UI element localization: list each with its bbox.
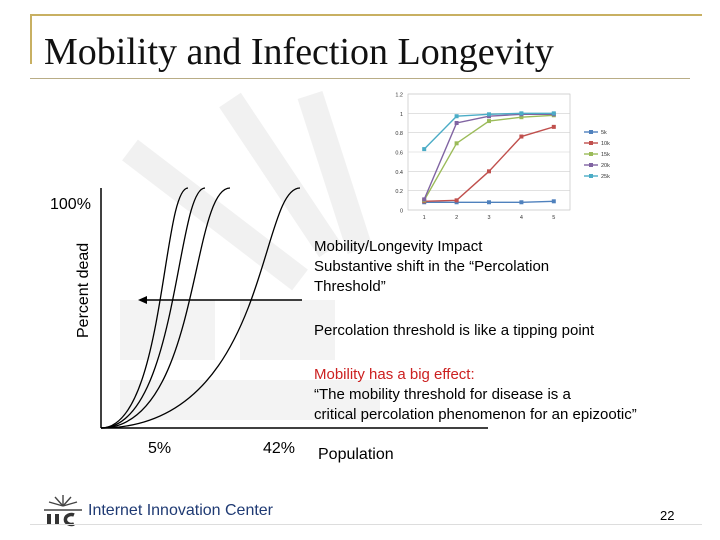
- inset-legend-label: 25k: [601, 174, 610, 180]
- tipping-point-text: Percolation threshold is like a tipping …: [314, 322, 595, 339]
- inset-data-point: [551, 199, 556, 204]
- inset-data-point: [422, 147, 427, 152]
- inset-data-point: [551, 124, 556, 129]
- title-underline: [30, 78, 690, 79]
- inset-data-point: [551, 111, 556, 116]
- y-axis-label: Percent dead: [75, 242, 92, 338]
- inset-y-tick-label: 0.6: [395, 151, 403, 157]
- inset-x-tick-label: 1: [423, 215, 426, 221]
- inset-legend-label: 15k: [601, 152, 610, 158]
- sigmoid-curve-4: [100, 187, 301, 429]
- inset-legend-label: 5k: [601, 130, 607, 136]
- inset-y-tick-label: 0: [400, 209, 403, 215]
- inset-data-point: [454, 114, 459, 119]
- inset-data-point: [519, 200, 524, 205]
- page-number: 22: [660, 508, 675, 523]
- inset-y-tick-label: 1: [400, 112, 403, 118]
- quote-line-2: critical percolation phenomenon for an e…: [314, 406, 637, 423]
- sigmoid-curve-2: [100, 187, 206, 429]
- inset-legend-marker: [589, 174, 593, 178]
- inset-x-tick-label: 4: [520, 215, 523, 221]
- inset-data-point: [487, 200, 491, 205]
- inset-data-point: [487, 169, 491, 174]
- bottom-rule: [30, 524, 702, 525]
- inset-data-point: [487, 112, 491, 117]
- sigmoid-curve-1: [100, 187, 189, 429]
- inset-legend-label: 20k: [601, 163, 610, 169]
- impact-line-2: Threshold”: [314, 278, 386, 295]
- inset-x-tick-label: 2: [455, 215, 458, 221]
- quote-line-1: “The mobility threshold for disease is a: [314, 386, 571, 403]
- inset-legend-label: 10k: [601, 141, 610, 147]
- inset-legend-marker: [589, 163, 593, 167]
- inset-y-tick-label: 1.2: [395, 93, 403, 99]
- inset-data-point: [519, 115, 524, 120]
- inset-legend-marker: [589, 141, 593, 145]
- inset-line-chart: 0 0.2 0.4 0.6 0.8 1 1.2 1 2 3 4 5 5k 10k 15k 20k 25k: [395, 93, 610, 222]
- x-axis-label: Population: [318, 446, 394, 463]
- mobility-heading: Mobility has a big effect:: [314, 366, 475, 383]
- threshold-shift-arrow: [138, 296, 302, 304]
- inset-y-tick-label: 0.4: [395, 170, 403, 176]
- frame-left-line: [30, 14, 32, 64]
- inset-data-point: [487, 119, 491, 124]
- inset-y-tick-label: 0.8: [395, 131, 403, 137]
- frame-top-line: [30, 14, 702, 16]
- inset-data-point: [422, 197, 427, 202]
- inset-x-tick-label: 5: [552, 215, 555, 221]
- inset-legend-marker: [589, 130, 593, 134]
- iic-logo-icon: [44, 495, 82, 527]
- inset-y-tick-label: 0.2: [395, 189, 403, 195]
- sigmoid-curve-3: [100, 187, 231, 429]
- inset-legend-marker: [589, 152, 593, 156]
- inset-data-point: [519, 111, 524, 116]
- footer-organization: Internet Innovation Center: [88, 502, 274, 519]
- inset-data-point: [454, 141, 459, 146]
- inset-data-point: [454, 198, 459, 203]
- inset-x-tick-label: 3: [487, 215, 490, 221]
- x-marker-5: 5%: [148, 440, 172, 457]
- impact-line-1: Substantive shift in the “Percolation: [314, 258, 550, 275]
- slide-title: Mobility and Infection Longevity: [44, 31, 554, 73]
- inset-data-point: [454, 121, 459, 125]
- inset-data-point: [519, 134, 524, 139]
- impact-heading: Mobility/Longevity Impact: [314, 238, 483, 255]
- x-marker-42: 42%: [263, 440, 296, 457]
- y-top-label: 100%: [50, 196, 91, 213]
